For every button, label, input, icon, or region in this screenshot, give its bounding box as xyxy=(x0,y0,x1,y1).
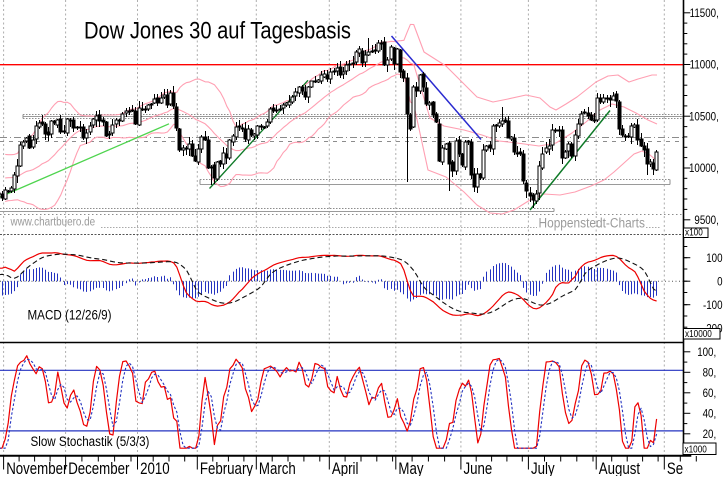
svg-text:80,: 80, xyxy=(703,367,717,380)
svg-text:-100: -100 xyxy=(703,299,723,312)
svg-text:Slow Stochastik (5/3/3): Slow Stochastik (5/3/3) xyxy=(31,433,150,449)
svg-text:April: April xyxy=(332,461,359,476)
svg-text:x10000: x10000 xyxy=(685,328,712,339)
svg-text:0: 0 xyxy=(717,276,722,289)
svg-text:40,: 40, xyxy=(703,408,717,421)
svg-text:Hoppenstedt-Charts: Hoppenstedt-Charts xyxy=(539,215,645,231)
svg-text:August: August xyxy=(599,461,640,476)
svg-text:www.chartbuero.de: www.chartbuero.de xyxy=(10,216,96,229)
svg-text:May: May xyxy=(398,461,424,476)
svg-text:MACD (12/26/9): MACD (12/26/9) xyxy=(28,306,112,322)
svg-text:Se: Se xyxy=(667,461,683,476)
svg-text:November: November xyxy=(6,461,67,476)
svg-text:July: July xyxy=(531,461,555,476)
svg-text:10500,: 10500, xyxy=(689,111,719,124)
svg-text:10000,: 10000, xyxy=(689,162,719,175)
svg-text:x100: x100 xyxy=(685,227,703,238)
svg-text:9500,: 9500, xyxy=(694,214,718,227)
svg-text:Dow Jones 30 auf Tagesbasis: Dow Jones 30 auf Tagesbasis xyxy=(84,17,351,44)
svg-text:February: February xyxy=(200,461,254,476)
svg-text:60,: 60, xyxy=(703,387,717,400)
svg-text:March: March xyxy=(259,461,296,476)
svg-text:100,: 100, xyxy=(697,346,716,359)
svg-text:20,: 20, xyxy=(703,428,717,441)
svg-text:December: December xyxy=(68,461,129,476)
svg-text:June: June xyxy=(464,461,493,476)
svg-text:x1000: x1000 xyxy=(685,444,707,455)
svg-text:11500,: 11500, xyxy=(690,7,719,20)
svg-text:100: 100 xyxy=(706,252,722,265)
svg-text:2010: 2010 xyxy=(140,461,170,476)
svg-text:11000,: 11000, xyxy=(690,59,719,72)
